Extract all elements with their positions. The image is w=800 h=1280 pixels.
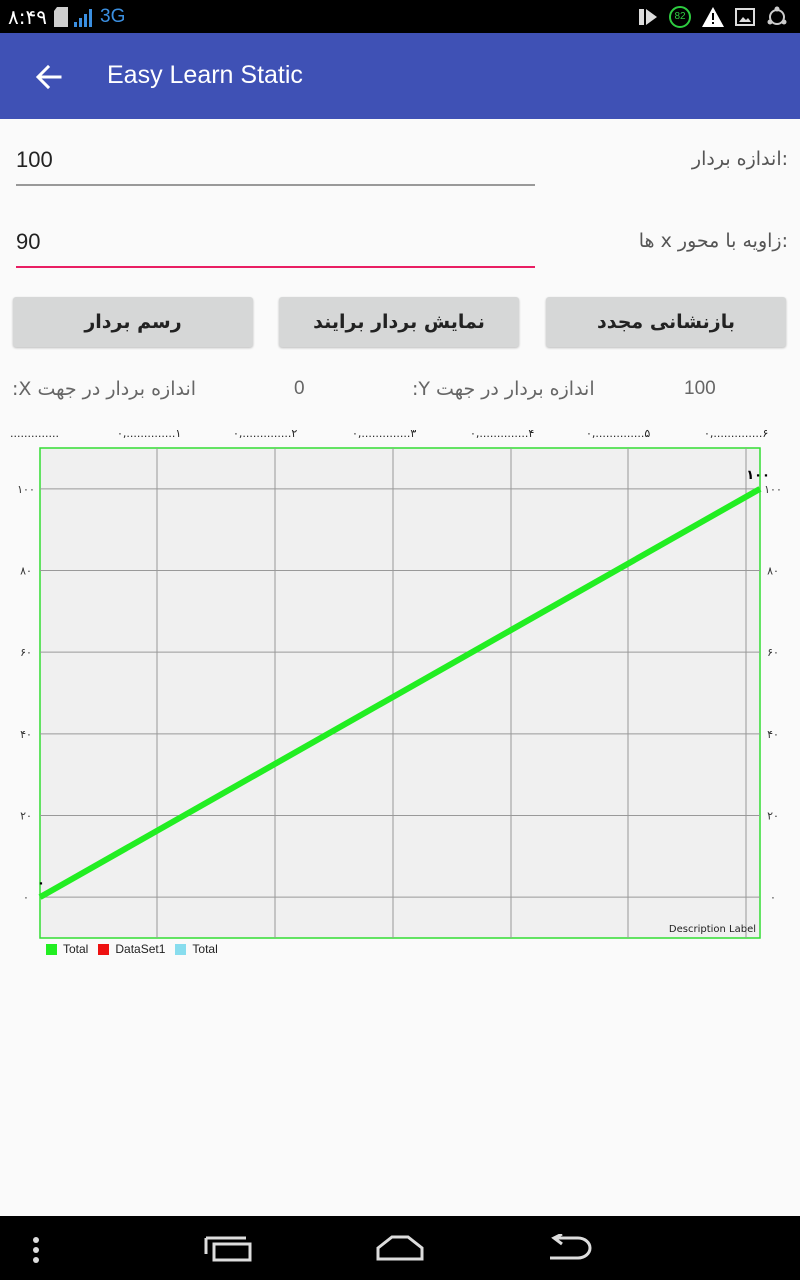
y-tick-label-left: ۴۰	[20, 728, 32, 741]
magnitude-label: :اندازه بردار	[691, 148, 788, 170]
sd-card-icon	[54, 7, 68, 27]
status-right-icons: 82	[638, 6, 788, 28]
chart-legend: Total DataSet1 Total	[46, 942, 218, 956]
show-resultant-button[interactable]: نمایش بردار برایند	[279, 297, 519, 347]
x-tick-label: ۰,..............۱	[117, 427, 181, 440]
y-tick-label-right: ۰	[770, 891, 776, 904]
legend-item: Total	[175, 942, 218, 956]
page-title: Easy Learn Static	[107, 61, 303, 89]
legend-label: DataSet1	[115, 942, 166, 956]
y-tick-label-left: ۰	[23, 891, 29, 904]
back-nav-icon[interactable]	[548, 1234, 594, 1264]
image-icon	[735, 8, 755, 26]
data-point-label: ۰	[37, 876, 45, 891]
y-component-value: 100	[684, 378, 716, 399]
legend-item: Total	[46, 942, 88, 956]
sync-icon	[767, 6, 787, 25]
y-tick-label-left: ۶۰	[20, 646, 32, 659]
description-label: Description Label	[669, 924, 756, 935]
plot-area	[39, 447, 761, 939]
angle-label: :زاویه با محور x ها	[638, 230, 788, 252]
draw-vector-button[interactable]: رسم بردار	[13, 297, 253, 347]
status-left-icons: 3G	[54, 6, 125, 28]
legend-item: DataSet1	[98, 942, 165, 956]
signal-icon	[74, 9, 92, 27]
reset-button[interactable]: بازنشانی مجدد	[546, 297, 786, 347]
x-component-label: اندازه بردار در جهت X:	[12, 378, 197, 400]
navigation-bar	[0, 1216, 800, 1280]
y-tick-label-right: ۶۰	[767, 646, 779, 659]
y-tick-label-right: ۴۰	[767, 728, 779, 741]
legend-swatch	[98, 943, 110, 955]
y-tick-label-right: ۱۰۰	[764, 483, 782, 496]
recents-icon[interactable]	[204, 1236, 252, 1262]
series-line-total	[38, 486, 762, 900]
warning-icon	[702, 7, 724, 27]
legend-swatch	[46, 943, 57, 955]
status-time: ۸:۴۹	[8, 5, 47, 29]
y-tick-label-left: ۱۰۰	[17, 483, 35, 496]
x-component-value: 0	[294, 378, 305, 399]
arrow-back-icon[interactable]	[34, 63, 62, 91]
status-bar: ۸:۴۹ 3G 82	[0, 0, 800, 33]
angle-input[interactable]	[16, 222, 535, 268]
home-icon[interactable]	[374, 1234, 426, 1262]
y-tick-label-right: ۲۰	[767, 810, 779, 823]
x-tick-label: ۰,..............۵	[586, 427, 650, 440]
battery-badge-icon: 82	[669, 6, 691, 28]
legend-label: Total	[63, 942, 89, 956]
data-point-label: ۱۰۰	[746, 468, 770, 483]
menu-icon[interactable]	[30, 1236, 42, 1264]
magnitude-input[interactable]	[16, 140, 535, 186]
x-tick-label: ۰,..............۳	[352, 427, 416, 440]
media-icon	[639, 9, 657, 25]
legend-label: Total	[192, 942, 218, 956]
y-tick-label-left: ۲۰	[20, 810, 32, 823]
x-tick-label: ..............	[10, 427, 59, 440]
network-type: 3G	[100, 6, 126, 27]
legend-swatch	[175, 943, 187, 955]
x-tick-label: ۰,..............۴	[470, 427, 534, 440]
y-tick-label-right: ۸۰	[767, 565, 779, 578]
x-tick-label: ۰,..............۶	[704, 427, 768, 440]
x-tick-label: ۰,..............۲	[233, 427, 297, 440]
y-component-label: اندازه بردار در جهت Y:	[412, 378, 595, 400]
app-bar: Easy Learn Static	[0, 33, 800, 119]
y-tick-label-left: ۸۰	[20, 565, 32, 578]
